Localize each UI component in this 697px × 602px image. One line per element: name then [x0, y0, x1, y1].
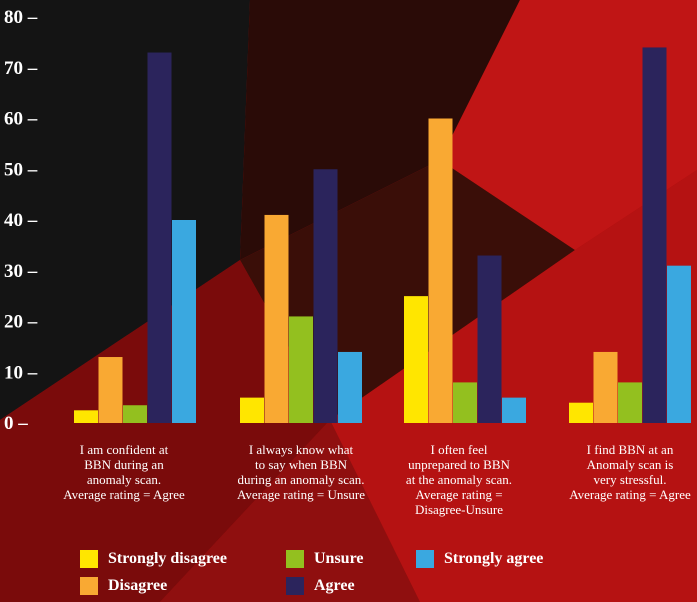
bar-strongly-disagree-3	[404, 296, 428, 423]
category-label-4: I find BBN at an Anomaly scan is very st…	[569, 442, 691, 502]
bar-strongly-disagree-2	[240, 397, 264, 423]
bar-unsure-4	[618, 382, 642, 423]
bar-unsure-1	[123, 405, 147, 423]
bar-unsure-2	[289, 316, 313, 423]
legend-item-unsure: Unsure	[286, 548, 364, 570]
legend-item-strongly-agree: Strongly agree	[416, 548, 543, 570]
bar-strongly-agree-2	[338, 351, 362, 423]
legend-item-strongly-disagree: Strongly disagree	[80, 548, 227, 570]
legend: Strongly disagree Disagree Unsure Agree …	[80, 548, 680, 600]
bar-disagree-3	[428, 118, 453, 423]
legend-label-strongly-agree: Strongly agree	[444, 550, 544, 567]
y-tick-label: 50 –	[4, 159, 38, 180]
bar-agree-2	[313, 169, 338, 423]
y-tick-label: 20 –	[4, 312, 38, 333]
y-tick-label: 30 –	[4, 261, 38, 282]
bar-disagree-1	[98, 357, 123, 423]
category-label-2: I always know what to say when BBN durin…	[236, 442, 365, 502]
bar-agree-1	[147, 52, 172, 424]
legend-swatch-strongly-disagree	[80, 550, 98, 568]
bars	[74, 47, 691, 424]
bar-strongly-agree-3	[502, 397, 526, 423]
legend-swatch-disagree	[80, 577, 98, 595]
legend-swatch-strongly-agree	[416, 550, 434, 568]
y-tick-label: 40 –	[4, 210, 38, 231]
bar-disagree-4	[593, 351, 618, 423]
y-tick-label: 80 –	[4, 7, 38, 28]
y-tick-label: 60 –	[4, 109, 38, 130]
bar-strongly-disagree-1	[74, 410, 98, 423]
legend-swatch-unsure	[286, 550, 304, 568]
legend-label-disagree: Disagree	[108, 577, 168, 594]
category-label-3: I often feel unprepared to BBN at the an…	[405, 442, 513, 517]
y-tick-label: 70 –	[4, 58, 38, 79]
legend-label-unsure: Unsure	[314, 550, 364, 567]
bar-agree-3	[477, 255, 502, 423]
bar-agree-4	[642, 47, 667, 423]
legend-item-disagree: Disagree	[80, 575, 167, 597]
category-label-1: I am confident at BBN during an anomaly …	[63, 442, 185, 502]
bar-unsure-3	[453, 382, 477, 423]
y-tick-label: 10 –	[4, 362, 38, 383]
y-tick-label: 0 –	[4, 413, 28, 434]
bar-strongly-agree-1	[172, 220, 196, 423]
bar-strongly-disagree-4	[569, 402, 593, 423]
y-axis: 0 – 10 – 20 – 30 – 40 – 50 – 60 – 70 – 80 –	[4, 7, 38, 434]
legend-item-agree: Agree	[286, 575, 355, 597]
bar-disagree-2	[264, 214, 289, 423]
legend-label-strongly-disagree: Strongly disagree	[108, 550, 227, 567]
bar-strongly-agree-4	[667, 265, 691, 423]
legend-label-agree: Agree	[314, 577, 355, 594]
legend-swatch-agree	[286, 577, 304, 595]
